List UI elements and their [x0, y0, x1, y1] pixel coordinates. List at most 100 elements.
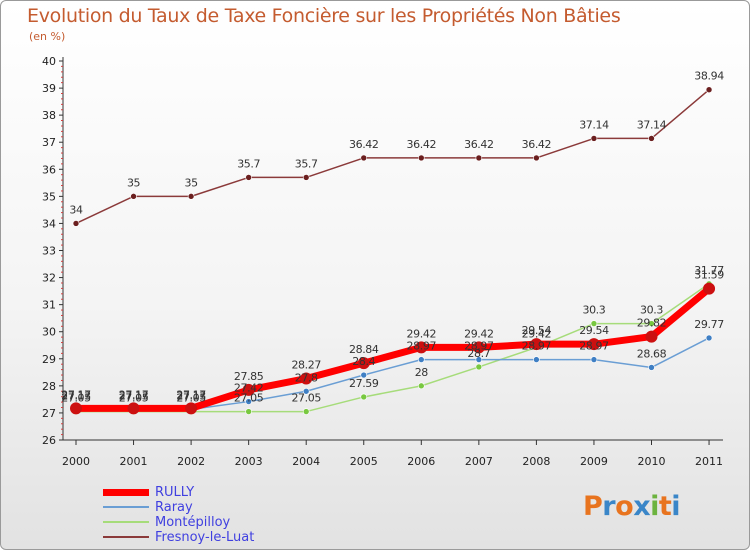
data-label-fresnoy-le-luat: 37.14	[579, 118, 609, 131]
series-line-rully	[72, 285, 713, 412]
data-label-rully: 29.82	[637, 317, 667, 330]
y-tick-label: 31	[42, 299, 56, 312]
data-label-montepilloy: 27.05	[61, 392, 91, 405]
data-label-rully: 31.59	[694, 269, 724, 282]
data-point-fresnoy-le-luat	[705, 86, 713, 93]
data-point-fresnoy-le-luat	[648, 135, 655, 142]
x-tick-label: 2002	[177, 455, 205, 468]
series-line-montepilloy	[75, 283, 710, 413]
data-point-raray	[648, 364, 655, 371]
data-label-raray: 27.13	[61, 389, 91, 402]
data-point-rully	[530, 338, 543, 351]
x-tick-label: 2008	[522, 455, 550, 468]
data-point-fresnoy-le-luat	[72, 220, 80, 227]
data-label-fresnoy-le-luat: 37.14	[637, 118, 667, 131]
data-label-raray: 28.68	[637, 347, 667, 360]
data-label-rully: 28.27	[291, 359, 321, 372]
data-label-rully: 28.84	[349, 343, 379, 356]
data-label-fresnoy-le-luat: 35	[184, 176, 198, 189]
series-line-raray	[75, 337, 710, 411]
data-point-fresnoy-le-luat	[245, 174, 252, 181]
logo-letter: i	[650, 491, 659, 522]
proxiti-logo: Proxiti	[583, 491, 681, 522]
legend-swatch-raray	[103, 506, 149, 508]
data-label-fresnoy-le-luat: 34	[69, 203, 83, 216]
data-point-fresnoy-le-luat	[590, 135, 598, 142]
data-label-raray: 29.77	[694, 318, 724, 331]
y-tick-label: 37	[42, 136, 56, 149]
data-label-raray: 28.97	[464, 340, 494, 353]
data-label-fresnoy-le-luat: 38.94	[694, 70, 724, 83]
legend-swatch-montepilloy	[103, 521, 149, 523]
legend-swatch-fresnoy-le-luat	[103, 536, 149, 538]
data-point-rully	[703, 282, 716, 295]
data-label-montepilloy: 27.59	[349, 377, 379, 390]
x-tick-label: 2000	[62, 455, 90, 468]
logo-letter: x	[633, 491, 651, 522]
data-point-montepilloy	[417, 382, 425, 390]
y-tick-label: 38	[42, 109, 56, 122]
data-point-fresnoy-le-luat	[302, 174, 310, 181]
data-label-rully: 29.54	[522, 324, 552, 337]
data-label-fresnoy-le-luat: 35.7	[237, 157, 260, 170]
data-point-raray	[590, 356, 598, 363]
data-point-rully	[645, 330, 658, 343]
x-tick-label: 2011	[695, 455, 723, 468]
data-point-fresnoy-le-luat	[475, 154, 483, 162]
y-tick-label: 26	[42, 434, 56, 447]
data-point-raray	[475, 356, 483, 363]
data-point-montepilloy	[360, 393, 368, 401]
legend-label-raray: Raray	[155, 500, 193, 515]
data-label-fresnoy-le-luat: 35.7	[295, 157, 318, 170]
data-label-rully: 27.17	[176, 388, 206, 401]
data-label-rully: 29.42	[464, 327, 494, 340]
data-label-rully: 27.85	[234, 370, 264, 383]
data-label-montepilloy: 27.05	[234, 392, 264, 405]
data-point-rully	[300, 372, 313, 385]
y-tick-label: 32	[42, 272, 56, 285]
data-label-rully: 29.54	[579, 324, 609, 337]
data-label-fresnoy-le-luat: 36.42	[464, 138, 494, 151]
logo-letter: r	[602, 491, 616, 522]
legend-swatch-rully	[103, 488, 149, 496]
x-tick-label: 2001	[120, 455, 148, 468]
data-label-montepilloy: 28	[415, 366, 429, 379]
data-point-raray	[360, 371, 368, 379]
data-label-montepilloy: 27.05	[291, 392, 321, 405]
x-tick-label: 2003	[235, 455, 263, 468]
data-point-montepilloy	[648, 320, 655, 327]
data-label-rully: 27.17	[119, 388, 149, 401]
data-label-raray: 28.97	[579, 340, 609, 353]
logo-letter: P	[583, 491, 603, 522]
x-tick-label: 2007	[465, 455, 493, 468]
logo-letter: o	[615, 491, 634, 522]
data-label-rully: 29.42	[407, 327, 437, 340]
data-point-raray	[533, 356, 540, 363]
data-label-raray: 28.97	[522, 340, 552, 353]
data-point-rully	[185, 402, 198, 415]
y-tick-label: 30	[42, 326, 56, 339]
y-tick-label: 29	[42, 353, 56, 366]
data-label-montepilloy: 27.05	[176, 392, 206, 405]
data-point-montepilloy	[302, 408, 310, 415]
data-point-fresnoy-le-luat	[360, 154, 368, 162]
series-line-fresnoy-le-luat	[75, 88, 710, 225]
data-point-raray	[705, 334, 713, 342]
data-point-fresnoy-le-luat	[187, 193, 195, 200]
x-tick-label: 2009	[580, 455, 608, 468]
data-point-fresnoy-le-luat	[417, 154, 425, 162]
data-point-rully	[242, 383, 255, 396]
data-label-montepilloy: 30.3	[640, 304, 663, 317]
data-point-rully	[127, 402, 140, 415]
data-point-raray	[302, 387, 310, 395]
data-point-montepilloy	[475, 363, 483, 371]
data-label-fresnoy-le-luat: 36.42	[522, 138, 552, 151]
data-label-fresnoy-le-luat: 36.42	[349, 138, 379, 151]
data-label-fresnoy-le-luat: 35	[127, 176, 141, 189]
y-tick-label: 34	[42, 217, 56, 230]
data-label-raray: 27.8	[295, 371, 318, 384]
data-label-fresnoy-le-luat: 36.42	[407, 138, 437, 151]
y-tick-label: 40	[42, 55, 56, 68]
data-label-montepilloy: 31.77	[694, 264, 724, 277]
